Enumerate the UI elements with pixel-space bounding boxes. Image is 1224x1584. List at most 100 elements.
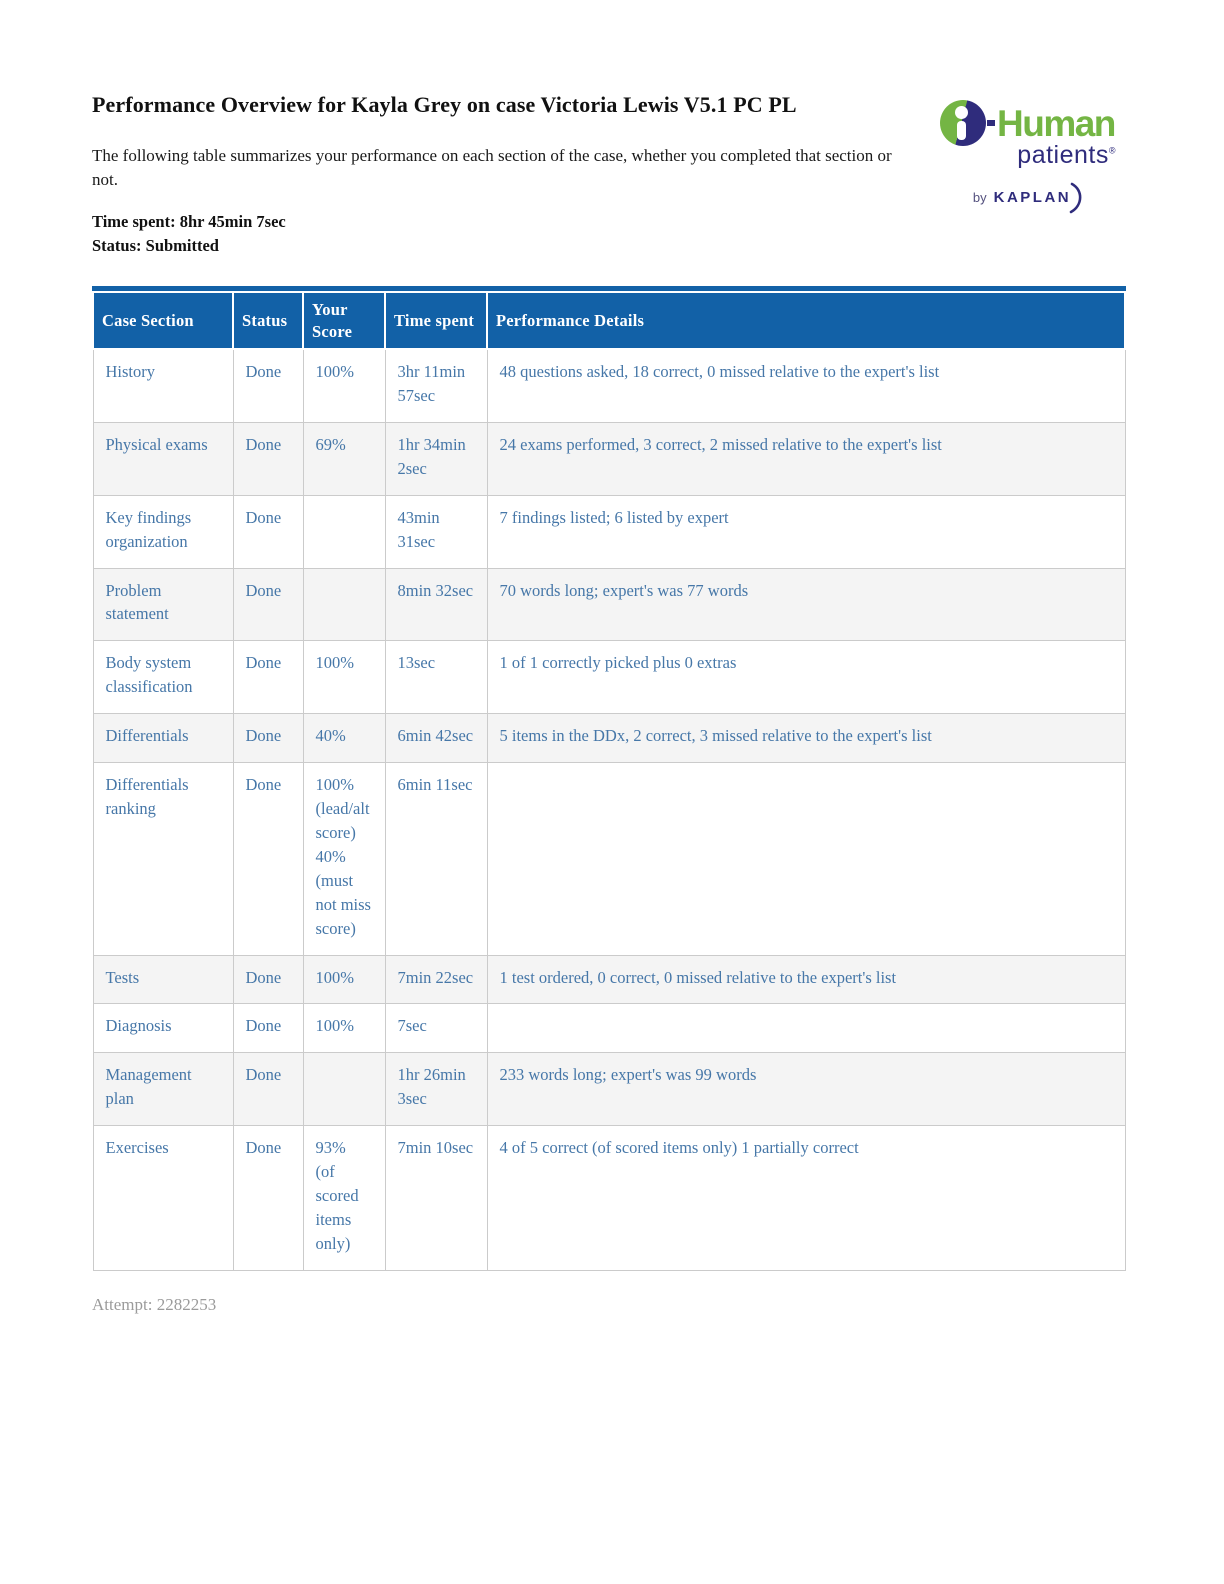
cell-your-score [302,1052,386,1127]
cell-time-spent: 8min 32sec [384,567,488,642]
logo-by-text: by [972,190,987,205]
cell-status: Done [232,713,304,764]
cell-performance-details: 233 words long; expert's was 99 words [486,1052,1126,1127]
cell-status: Done [232,421,304,496]
cell-case-section: Tests [92,954,234,1005]
logo-patients-text: patients® [940,141,1120,170]
cell-your-score: 100% [302,1003,386,1054]
logo-hyphen [987,120,995,126]
cell-case-section: History [92,348,234,423]
cell-time-spent: 7min 10sec [384,1125,488,1271]
cell-time-spent: 6min 42sec [384,713,488,764]
cell-status: Done [232,1125,304,1271]
column-header-your-score: Your Score [302,291,386,350]
cell-time-spent: 43min 31sec [384,494,488,569]
status-label: Status: [92,236,142,256]
cell-performance-details [486,1003,1126,1054]
time-spent-line: Time spent: 8hr 45min 7sec [92,210,1124,234]
cell-time-spent: 1hr 34min 2sec [384,421,488,496]
cell-performance-details: 1 of 1 correctly picked plus 0 extras [486,640,1126,715]
column-header-case-section: Case Section [92,291,234,350]
table-row: Problem statement Done 8min 32sec 70 words … [92,567,1126,642]
intro-text: The following table summarizes your perf… [92,146,892,190]
cell-status: Done [232,1052,304,1127]
cell-your-score: 69% [302,421,386,496]
cell-time-spent: 6min 11sec [384,762,488,956]
logo-i-stem [957,121,966,140]
cell-status: Done [232,1003,304,1054]
logo-by-kaplan: by KAPLAN [940,182,1120,214]
cell-time-spent: 7sec [384,1003,488,1054]
meta-block: Time spent: 8hr 45min 7sec Status: Submi… [92,210,1124,258]
cell-case-section: Differentials ranking [92,762,234,956]
cell-performance-details: 1 test ordered, 0 correct, 0 missed rela… [486,954,1126,1005]
table-row: Body system classification Done 100% 13sec 1… [92,640,1126,715]
cell-status: Done [232,762,304,956]
attempt-line: Attempt: 2282253 [92,1295,1124,1315]
kaplan-swoosh-icon [1069,182,1082,213]
column-header-performance-details: Performance Details [486,291,1126,350]
time-spent-value: 8hr 45min 7sec [179,212,286,232]
column-header-time-spent: Time spent [384,291,488,350]
cell-performance-details: 7 findings listed; 6 listed by expert [486,494,1126,569]
results-table-body: History Done 100% 3hr 11min 57sec 48 questio… [92,348,1126,1271]
cell-time-spent: 1hr 26min 3sec [384,1052,488,1127]
logo-kaplan-text: KAPLAN [993,189,1072,206]
status-value: Submitted [145,236,219,256]
table-row: Exercises Done 93% (of scored items only) 7… [92,1125,1126,1271]
attempt-value: 2282253 [156,1294,217,1314]
cell-case-section: Problem statement [92,567,234,642]
cell-case-section: Differentials [92,713,234,764]
table-row: History Done 100% 3hr 11min 57sec 48 questio… [92,348,1126,423]
cell-status: Done [232,640,304,715]
cell-your-score: 93% (of scored items only) [302,1125,386,1271]
registered-mark: ® [1108,145,1116,156]
logo-patients-word: patients [1017,141,1109,169]
cell-status: Done [232,494,304,569]
i-human-logo-mark-icon [940,100,986,146]
cell-case-section: Physical exams [92,421,234,496]
cell-performance-details [486,762,1126,956]
cell-performance-details: 24 exams performed, 3 correct, 2 missed … [486,421,1126,496]
cell-case-section: Management plan [92,1052,234,1127]
cell-time-spent: 3hr 11min 57sec [384,348,488,423]
attempt-label: Attempt: [92,1294,153,1314]
cell-your-score: 40% [302,713,386,764]
cell-performance-details: 5 items in the DDx, 2 correct, 3 missed … [486,713,1126,764]
cell-performance-details: 4 of 5 correct (of scored items only) 1 … [486,1125,1126,1271]
cell-your-score: 100% [302,954,386,1005]
cell-case-section: Key findings organization [92,494,234,569]
time-spent-label: Time spent: [92,212,176,232]
table-row: Management plan Done 1hr 26min 3sec 233 wor… [92,1052,1126,1127]
cell-status: Done [232,567,304,642]
cell-case-section: Body system classification [92,640,234,715]
cell-your-score [302,494,386,569]
cell-performance-details: 70 words long; expert's was 77 words [486,567,1126,642]
logo-human-text: Human [997,102,1116,144]
cell-your-score: 100% (lead/alt score) 40% (must not miss… [302,762,386,956]
table-row: Physical exams Done 69% 1hr 34min 2sec 24 ex… [92,421,1126,496]
cell-performance-details: 48 questions asked, 18 correct, 0 missed… [486,348,1126,423]
page-title: Performance Overview for Kayla Grey on c… [92,92,797,117]
table-row: Diagnosis Done 100% 7sec [92,1003,1126,1054]
i-human-patients-logo: Human patients® by KAPLAN [940,100,1120,214]
performance-table-wrap: Case Section Status Your Score Time spen… [92,286,1126,1271]
cell-status: Done [232,348,304,423]
performance-table: Case Section Status Your Score Time spen… [92,291,1126,1271]
column-header-status: Status [232,291,304,350]
table-row: Differentials Done 40% 6min 42sec 5 items in… [92,713,1126,764]
cell-time-spent: 13sec [384,640,488,715]
cell-your-score: 100% [302,348,386,423]
table-row: Differentials ranking Done 100% (lead/alt … [92,762,1126,956]
cell-status: Done [232,954,304,1005]
logo-i-dot [955,106,968,119]
cell-time-spent: 7min 22sec [384,954,488,1005]
cell-your-score [302,567,386,642]
table-row: Tests Done 100% 7min 22sec 1 test ordered, 0… [92,954,1126,1005]
status-line: Status: Submitted [92,234,1124,258]
cell-case-section: Diagnosis [92,1003,234,1054]
table-header-row: Case Section Status Your Score Time spen… [92,291,1126,350]
table-row: Key findings organization Done 43min 31sec… [92,494,1126,569]
cell-case-section: Exercises [92,1125,234,1271]
cell-your-score: 100% [302,640,386,715]
